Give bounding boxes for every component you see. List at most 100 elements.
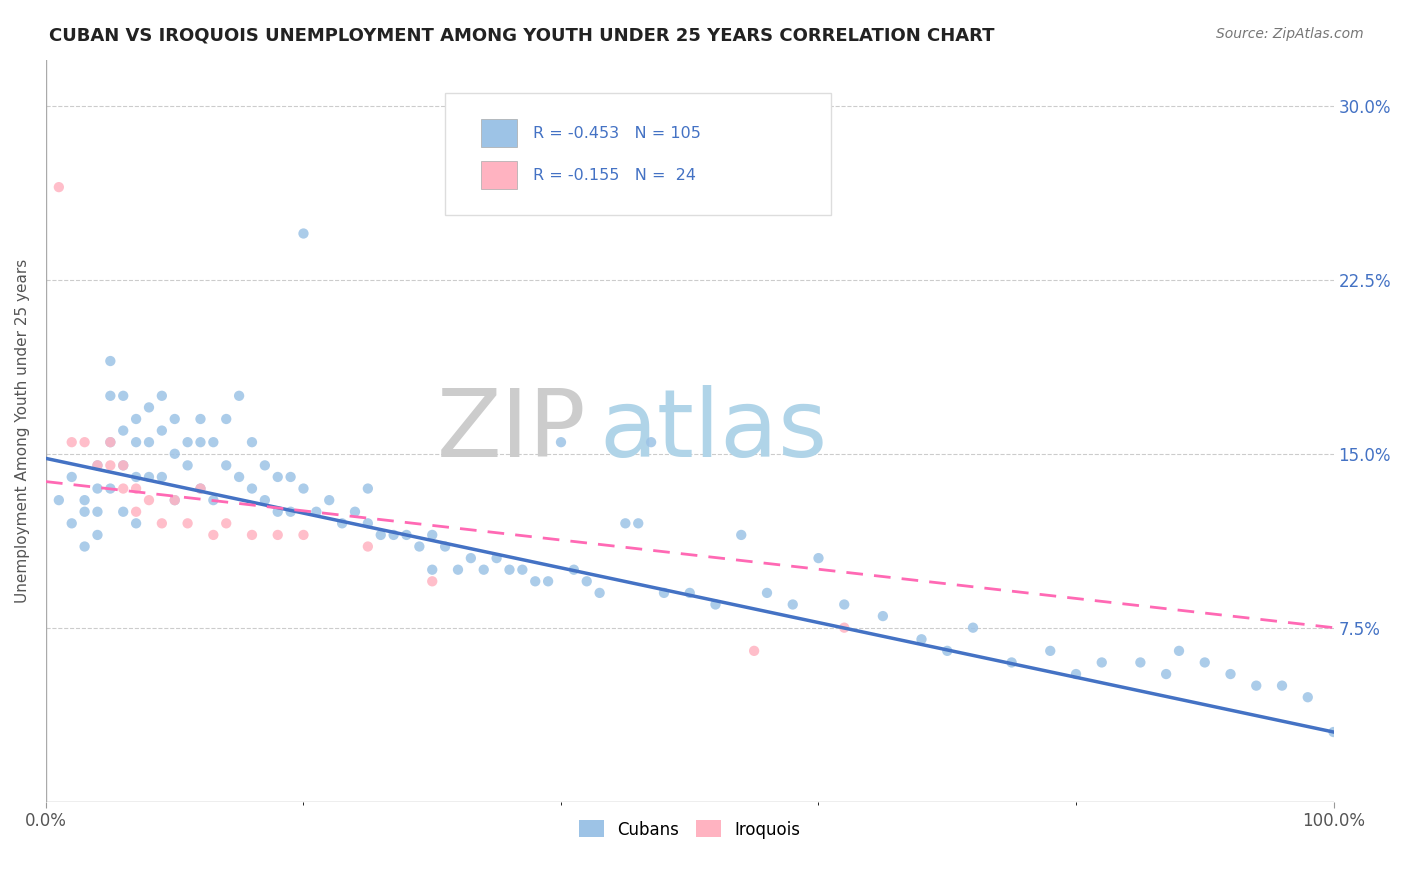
Point: [550, 435, 572, 450]
Point: [98, 354, 121, 368]
Point: [292, 482, 315, 496]
Point: [73, 505, 96, 519]
Point: [1039, 644, 1062, 658]
Point: [1001, 656, 1024, 670]
Point: [357, 540, 380, 554]
Point: [872, 609, 894, 624]
Point: [150, 424, 173, 438]
Point: [382, 528, 405, 542]
Point: [679, 586, 702, 600]
Point: [86, 482, 108, 496]
Point: [420, 528, 443, 542]
Point: [537, 574, 560, 589]
Point: [98, 389, 121, 403]
Point: [215, 458, 238, 473]
Point: [704, 598, 727, 612]
Point: [640, 435, 662, 450]
Point: [163, 447, 186, 461]
Point: [524, 574, 547, 589]
Point: [1168, 644, 1191, 658]
Point: [280, 470, 302, 484]
Point: [434, 540, 457, 554]
Point: [910, 632, 932, 647]
Point: [48, 180, 70, 194]
Point: [202, 528, 225, 542]
Point: [807, 551, 830, 566]
Point: [357, 482, 380, 496]
Point: [253, 493, 276, 508]
Point: [240, 528, 263, 542]
Point: [1246, 679, 1268, 693]
Point: [512, 563, 534, 577]
Point: [202, 435, 225, 450]
Legend: Cubans, Iroquois: Cubans, Iroquois: [572, 814, 807, 846]
Point: [150, 470, 173, 484]
Point: [150, 516, 173, 531]
Point: [60, 516, 83, 531]
Point: [125, 470, 148, 484]
Point: [420, 563, 443, 577]
Point: [138, 435, 160, 450]
Point: [190, 435, 212, 450]
Point: [202, 493, 225, 508]
Point: [1091, 656, 1114, 670]
Point: [138, 470, 160, 484]
Point: [176, 516, 198, 531]
Point: [318, 493, 340, 508]
Point: [125, 505, 148, 519]
Point: [1154, 667, 1177, 681]
Point: [742, 644, 765, 658]
Point: [138, 401, 160, 415]
Point: [485, 551, 508, 566]
Point: [112, 458, 135, 473]
Point: [150, 389, 173, 403]
Point: [125, 435, 148, 450]
Point: [588, 586, 610, 600]
Point: [1322, 725, 1344, 739]
Point: [936, 644, 959, 658]
Point: [98, 482, 121, 496]
Point: [112, 482, 135, 496]
Point: [86, 458, 108, 473]
Point: [112, 389, 135, 403]
Point: [240, 435, 263, 450]
Point: [614, 516, 637, 531]
Text: Source: ZipAtlas.com: Source: ZipAtlas.com: [1216, 27, 1364, 41]
Point: [163, 412, 186, 426]
Point: [48, 493, 70, 508]
Point: [240, 482, 263, 496]
Point: [190, 412, 212, 426]
Point: [292, 528, 315, 542]
Point: [343, 505, 366, 519]
Point: [460, 551, 482, 566]
Point: [125, 516, 148, 531]
Point: [562, 563, 585, 577]
Point: [408, 540, 430, 554]
Point: [112, 424, 135, 438]
Point: [330, 516, 353, 531]
Point: [253, 458, 276, 473]
Bar: [481, 161, 517, 189]
Point: [357, 516, 380, 531]
Point: [498, 563, 520, 577]
Point: [730, 528, 752, 542]
Point: [292, 227, 315, 241]
Point: [73, 540, 96, 554]
Point: [280, 505, 302, 519]
Point: [60, 470, 83, 484]
Point: [98, 435, 121, 450]
Point: [176, 435, 198, 450]
Point: [575, 574, 598, 589]
Point: [267, 505, 290, 519]
Point: [652, 586, 675, 600]
Point: [1194, 656, 1216, 670]
Point: [98, 435, 121, 450]
Point: [60, 435, 83, 450]
Point: [86, 458, 108, 473]
Point: [138, 493, 160, 508]
Point: [112, 505, 135, 519]
Point: [447, 563, 470, 577]
Point: [163, 493, 186, 508]
Text: atlas: atlas: [599, 384, 828, 476]
Point: [215, 516, 238, 531]
